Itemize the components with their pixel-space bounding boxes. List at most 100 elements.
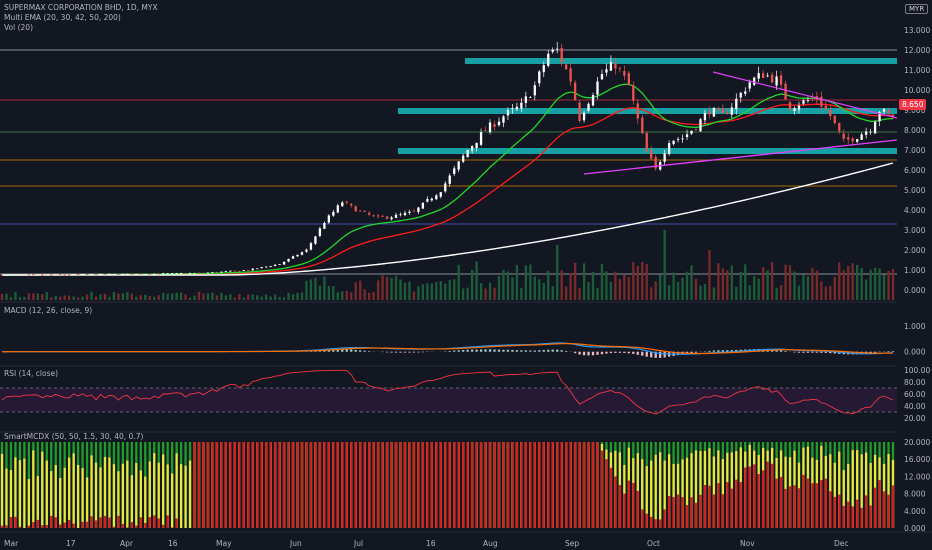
candle-body xyxy=(139,273,142,275)
smart-red-bar xyxy=(36,519,39,528)
candle-body xyxy=(188,273,192,274)
smart-red-bar xyxy=(726,482,729,528)
smart-yellow-bar xyxy=(842,470,845,528)
candle-body xyxy=(372,215,375,217)
time-axis-label: Sep xyxy=(565,539,579,548)
volume-bar xyxy=(851,263,854,300)
macd-histogram-bar xyxy=(708,350,711,352)
volume-bar xyxy=(864,279,868,300)
volume-bar xyxy=(748,285,751,300)
volume-bar xyxy=(112,292,116,300)
volume-bar xyxy=(708,250,711,300)
rsi-legend[interactable]: RSI (14, close) xyxy=(4,369,59,378)
volume-bar xyxy=(479,283,483,300)
time-axis-label: Aug xyxy=(483,539,498,548)
smart-red-bar xyxy=(873,487,877,528)
time-axis-label: Apr xyxy=(120,539,134,548)
smart-red-bar xyxy=(470,442,474,528)
price-panel[interactable] xyxy=(0,41,898,300)
volume-bar xyxy=(493,287,496,300)
candle-body xyxy=(694,129,698,130)
candle-body xyxy=(108,273,111,275)
smart-red-bar xyxy=(211,442,214,528)
volume-bar xyxy=(0,293,4,300)
smart-red-bar xyxy=(605,459,608,528)
ema-legend[interactable]: Multi EMA (20, 30, 42, 50, 200) xyxy=(4,13,121,22)
candle-body xyxy=(54,274,57,276)
macd-histogram-bar xyxy=(506,349,510,352)
smart-red-bar xyxy=(412,442,416,528)
candle-body xyxy=(211,272,214,273)
volume-bar xyxy=(332,286,335,300)
smart-red-bar xyxy=(699,494,702,528)
volume-bar xyxy=(430,283,433,300)
candle-body xyxy=(609,62,613,71)
candle-body xyxy=(403,212,407,216)
volume-bar xyxy=(354,282,357,300)
smart-red-bar xyxy=(444,442,447,528)
candle-body xyxy=(497,121,501,126)
candle-body xyxy=(157,273,160,275)
candle-body xyxy=(144,274,147,275)
candle-body xyxy=(663,153,666,162)
smart-red-bar xyxy=(318,442,322,528)
candle-body xyxy=(45,274,48,276)
volume-bar xyxy=(350,292,353,300)
candle-body xyxy=(215,272,219,273)
price-axis-tick: 0.000 xyxy=(904,348,926,357)
rsi-panel[interactable] xyxy=(0,365,932,415)
volume-bar xyxy=(797,285,801,300)
candle-body xyxy=(493,124,496,127)
volume-legend[interactable]: Vol (20) xyxy=(4,23,34,32)
candle-body xyxy=(829,109,832,117)
smart-yellow-bar xyxy=(50,471,53,528)
candle-body xyxy=(856,139,859,142)
candle-body xyxy=(506,110,510,116)
smart-red-bar xyxy=(403,442,407,528)
volume-bar xyxy=(676,282,680,300)
volume-bar xyxy=(54,296,57,300)
volume-bar xyxy=(363,289,366,300)
candle-body xyxy=(426,199,429,202)
candle-body xyxy=(824,105,827,110)
volume-bar xyxy=(399,279,402,300)
smart-red-bar xyxy=(336,442,339,528)
macd-panel[interactable] xyxy=(0,301,932,358)
smart-yellow-bar xyxy=(81,468,84,528)
macd-histogram-bar xyxy=(717,350,720,352)
candle-body xyxy=(730,107,733,115)
candle-body xyxy=(170,273,174,274)
volume-bar xyxy=(68,295,71,300)
smart-red-bar xyxy=(421,442,425,528)
volume-bar xyxy=(623,274,626,300)
time-axis[interactable]: Mar 17 Apr 16 May Jun Jul 16 Aug Sep Oct Nov Dec xyxy=(0,531,932,548)
candle-body xyxy=(390,217,393,220)
volume-bar xyxy=(470,270,474,300)
macd-histogram-bar xyxy=(811,351,814,353)
smart-yellow-bar xyxy=(130,475,133,528)
candle-body xyxy=(63,274,66,276)
volume-bar xyxy=(779,285,783,300)
volume-bar xyxy=(605,271,608,300)
candle-body xyxy=(162,273,165,275)
price-axis[interactable]: 13.000 12.000 11.000 10.000 9.000 8.000 7.000 6… xyxy=(897,0,932,550)
candle-body xyxy=(502,116,505,123)
smart-red-bar xyxy=(457,442,460,528)
candle-body xyxy=(641,117,644,134)
candle-body xyxy=(578,102,581,121)
volume-bar xyxy=(556,245,559,300)
volume-bar xyxy=(699,285,702,300)
smartmcdx-panel[interactable] xyxy=(0,431,932,528)
candle-body xyxy=(179,273,183,274)
macd-histogram-bar xyxy=(775,349,778,352)
macd-histogram-bar xyxy=(367,351,371,352)
smart-red-bar xyxy=(641,509,644,528)
smartmcdx-legend[interactable]: SmartMCDX (50, 50, 1.5, 30, 40, 0.7) xyxy=(4,432,144,441)
macd-legend[interactable]: MACD (12, 26, close, 9) xyxy=(4,306,93,315)
macd-histogram-bar xyxy=(632,351,635,354)
candle-body xyxy=(247,270,250,271)
volume-bar xyxy=(538,279,541,300)
volume-bar xyxy=(766,270,769,300)
currency-badge[interactable]: MYR xyxy=(905,4,929,14)
